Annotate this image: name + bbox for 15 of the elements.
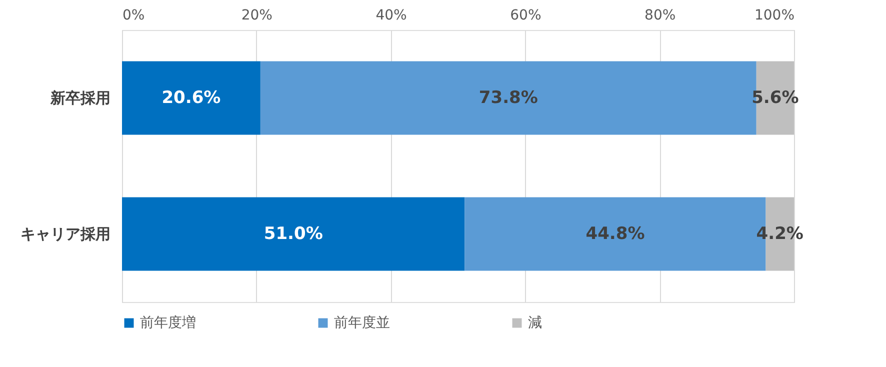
legend-label: 前年度並 — [334, 315, 390, 331]
x-tick-label: 40% — [376, 8, 407, 24]
y-tick-label: 新卒採用 — [50, 89, 110, 107]
y-tick-label: キャリア採用 — [20, 225, 110, 243]
data-label: 51.0% — [264, 224, 323, 244]
x-tick-label: 20% — [241, 8, 272, 24]
data-label: 73.8% — [478, 88, 538, 108]
data-label: 20.6% — [162, 88, 221, 108]
x-tick-label: 100% — [754, 8, 794, 24]
x-tick-label: 80% — [644, 8, 676, 24]
legend-label: 前年度増 — [140, 314, 196, 331]
x-tick-label: 60% — [510, 8, 542, 24]
x-tick-label: 0% — [122, 8, 145, 24]
data-label: 44.8% — [586, 224, 645, 244]
legend-label: 減 — [528, 315, 542, 331]
